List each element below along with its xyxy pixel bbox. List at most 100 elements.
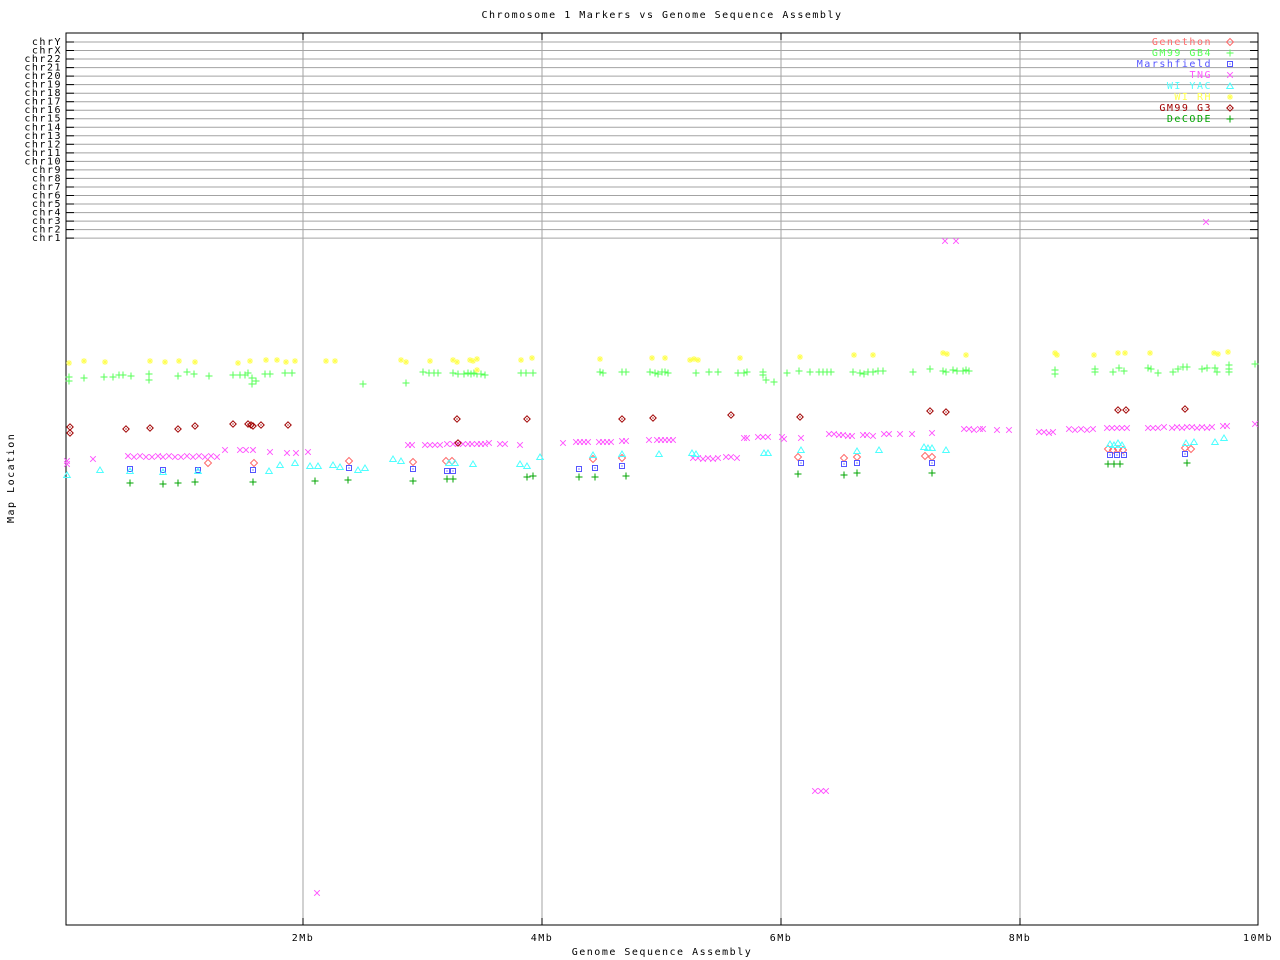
- point-tng: [63, 460, 71, 468]
- point-gm99-g3: [191, 422, 199, 430]
- point-marshfield: [1121, 452, 1127, 458]
- point-tng: [516, 441, 524, 449]
- point-wi-yac: [691, 450, 701, 457]
- point-tng: [426, 441, 434, 449]
- point-gm99-gb4: [1169, 368, 1177, 376]
- point-tng: [1154, 424, 1162, 432]
- point-gm99-gb4: [795, 367, 803, 375]
- y-tick-label: chr11: [24, 148, 62, 159]
- point-decode: [159, 480, 167, 488]
- point-tng: [159, 453, 167, 461]
- point-genethon: [927, 452, 937, 462]
- point-gm99-g3: [69, 426, 71, 428]
- point-wi-yac: [796, 446, 806, 453]
- point-wi-rh: [235, 360, 241, 366]
- legend-label: WI YAC: [1167, 81, 1212, 92]
- point-gm99-gb4: [860, 370, 868, 378]
- point-genethon: [344, 456, 354, 466]
- point-marshfield: [252, 469, 254, 471]
- point-gm99-gb4: [734, 369, 742, 377]
- point-decode: [622, 472, 630, 480]
- point-wi-yac: [125, 467, 135, 474]
- point-wi-yac: [158, 468, 168, 475]
- point-tng: [1040, 428, 1048, 436]
- point-wi-yac: [95, 466, 105, 473]
- point-gm99-gb4: [596, 368, 604, 376]
- point-gm99-g3: [177, 428, 179, 430]
- point-gm99-gb4: [522, 369, 530, 377]
- point-marshfield: [621, 465, 623, 467]
- point-tng: [976, 425, 984, 433]
- point-gm99-g3: [453, 415, 461, 423]
- point-marshfield: [929, 460, 935, 466]
- point-marshfield: [160, 467, 166, 473]
- point-wi-yac: [335, 463, 345, 470]
- x-axis-label: Genome Sequence Assembly: [571, 947, 753, 958]
- legend-label: GM99 G3: [1159, 103, 1212, 114]
- point-tng: [797, 434, 805, 442]
- point-gm99-gb4: [965, 367, 973, 375]
- point-tng: [830, 430, 838, 438]
- point-gm99-gb4: [464, 369, 472, 377]
- point-gm99-gb4: [1203, 364, 1211, 372]
- point-gm99-gb4: [449, 369, 457, 377]
- point-marshfield: [1182, 451, 1188, 457]
- point-tng: [304, 448, 312, 456]
- point-decode: [529, 472, 537, 480]
- point-wi-rh: [691, 356, 697, 362]
- point-tng: [1193, 424, 1201, 432]
- point-decode: [126, 479, 134, 487]
- point-wi-rh: [274, 357, 280, 363]
- point-gm99-gb4: [909, 368, 917, 376]
- point-wi-yac: [290, 459, 300, 466]
- point-genethon: [839, 453, 849, 463]
- y-tick-label: chr19: [24, 80, 62, 91]
- point-marshfield: [592, 465, 598, 471]
- y-tick-label: chr2: [32, 225, 62, 236]
- point-tng: [481, 440, 489, 448]
- point-tng: [443, 440, 451, 448]
- point-gm99-gb4: [190, 370, 198, 378]
- point-wi-rh: [403, 359, 409, 365]
- point-marshfield: [444, 468, 450, 474]
- point-tng: [436, 441, 444, 449]
- point-tng: [249, 446, 257, 454]
- point-gm99-g3: [287, 424, 289, 426]
- y-tick-label: chr15: [24, 114, 62, 125]
- point-gm99-gb4: [419, 368, 427, 376]
- legend-label: TNG: [1189, 70, 1212, 81]
- point-gm99-g3: [257, 421, 265, 429]
- point-gm99-gb4: [827, 368, 835, 376]
- point-tng: [1089, 425, 1097, 433]
- point-tng: [266, 448, 274, 456]
- point-tng: [952, 237, 960, 245]
- point-gm99-gb4: [1144, 364, 1152, 372]
- point-gm99-gb4: [80, 374, 88, 382]
- point-tng: [863, 431, 871, 439]
- point-gm99-gb4: [477, 370, 485, 378]
- point-gm99-gb4: [654, 370, 662, 378]
- point-tng: [207, 452, 215, 460]
- point-gm99-g3: [1122, 406, 1130, 414]
- point-wi-yac: [313, 462, 323, 469]
- point-gm99-gb4: [939, 367, 947, 375]
- point-gm99-g3: [926, 407, 934, 415]
- point-marshfield: [446, 470, 448, 472]
- point-gm99-gb4: [962, 366, 970, 374]
- point-gm99-gb4: [1154, 369, 1162, 377]
- point-gm99-gb4: [869, 368, 877, 376]
- point-genethon: [793, 452, 803, 462]
- point-gm99-g3: [252, 425, 254, 427]
- point-gm99-g3: [929, 410, 931, 412]
- point-tng: [136, 452, 144, 460]
- point-wi-rh: [597, 356, 603, 362]
- point-tng: [811, 787, 819, 795]
- point-tng: [1035, 428, 1043, 436]
- point-decode: [1183, 459, 1191, 467]
- point-gm99-gb4: [529, 369, 537, 377]
- point-gm99-gb4: [454, 370, 462, 378]
- point-gm99-gb4: [127, 372, 135, 380]
- point-gm99-g3: [457, 442, 459, 444]
- y-tick-label: chr20: [24, 71, 62, 82]
- point-decode: [575, 473, 583, 481]
